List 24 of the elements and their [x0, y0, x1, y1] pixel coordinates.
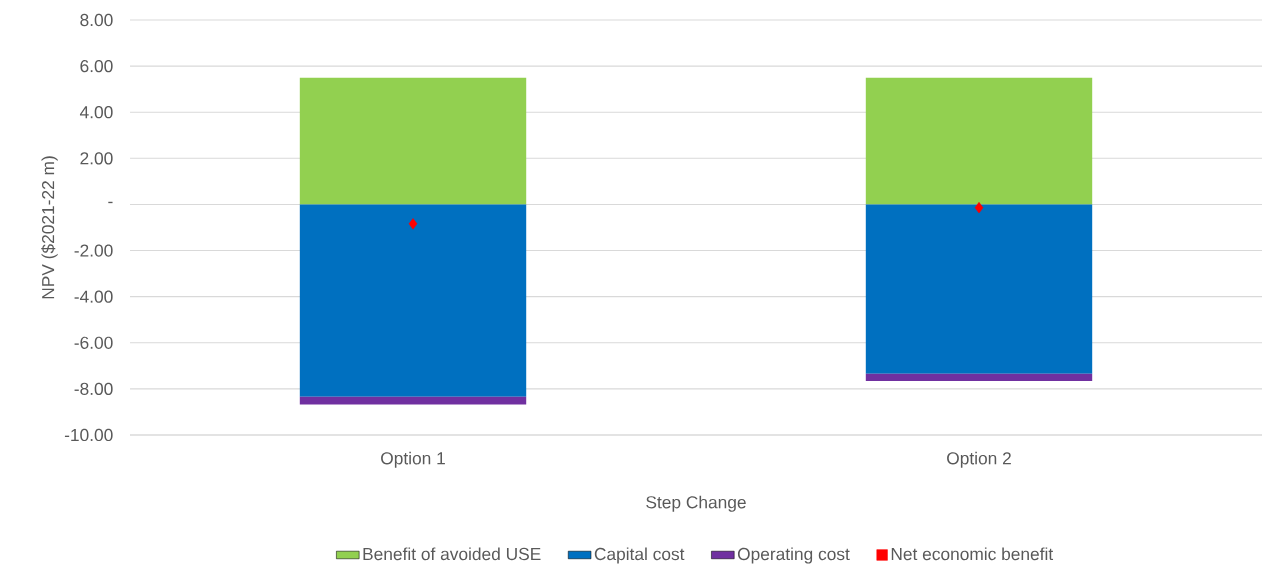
bar	[865, 204, 1093, 374]
y-tick-label: 2.00	[80, 152, 113, 165]
y-tick-label: -2.00	[74, 244, 113, 257]
legend-label: Capital cost	[594, 547, 685, 564]
x-tick-label: Option 1	[381, 451, 445, 468]
y-axis-title: NPV ($2021-22 m)	[41, 156, 58, 299]
y-tick-label: -10.00	[64, 428, 113, 442]
x-tick-label: Option 2	[947, 451, 1011, 468]
legend-label: Benefit of avoided USE	[363, 547, 541, 561]
y-tick-label: -8.00	[74, 382, 113, 396]
y-tick-label: 4.00	[79, 106, 113, 119]
bar	[299, 396, 527, 405]
bar	[299, 77, 527, 205]
bar	[299, 204, 527, 397]
x-axis-title: Step Change	[646, 495, 746, 512]
y-tick-label: -	[108, 201, 113, 204]
y-tick-label: -4.00	[74, 290, 113, 303]
bar	[865, 77, 1093, 205]
y-tick-label: 8.00	[80, 13, 113, 27]
legend-label: Net economic benefit	[891, 547, 1054, 561]
bar	[865, 373, 1093, 382]
legend-label: Operating cost	[737, 547, 850, 564]
y-tick-label: -6.00	[74, 336, 113, 349]
y-tick-label: 6.00	[80, 59, 113, 73]
